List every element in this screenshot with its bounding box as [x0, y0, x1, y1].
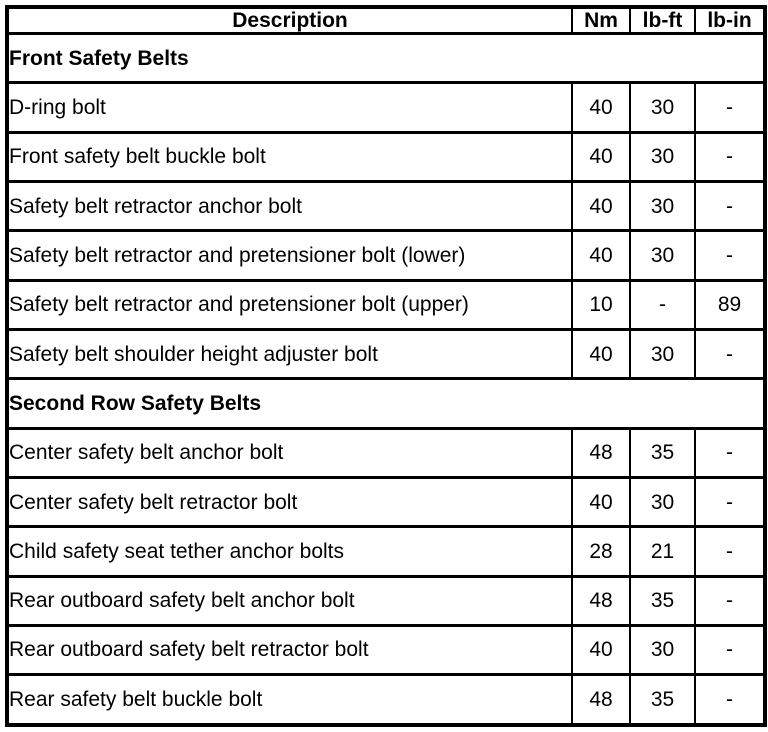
table-row: Safety belt retractor and pretensioner b…: [6, 229, 766, 282]
row-nm-value: 48: [571, 673, 631, 727]
row-lbft-value: 30: [629, 475, 696, 529]
row-description: Center safety belt anchor bolt: [6, 426, 573, 479]
row-nm-value: 28: [571, 525, 631, 578]
row-lbft-value: 30: [629, 327, 696, 381]
row-nm-value: 40: [571, 130, 631, 184]
column-header-nm: Nm: [571, 5, 631, 36]
row-nm-value: 40: [571, 475, 631, 529]
row-lbft-value: 30: [629, 81, 696, 134]
row-lbft-value: 30: [629, 229, 696, 282]
table-row: D-ring bolt 40 30 -: [6, 81, 766, 134]
table-row: Safety belt shoulder height adjuster bol…: [6, 327, 766, 381]
row-lbft-value: 30: [629, 180, 696, 233]
section-header-row: Front Safety Belts: [6, 32, 766, 85]
section-title: Second Row Safety Belts: [6, 377, 766, 430]
row-nm-value: 40: [571, 180, 631, 233]
column-header-lbin: lb-in: [694, 5, 766, 36]
row-lbft-value: 35: [629, 673, 696, 727]
table-row: Safety belt retractor and pretensioner b…: [6, 278, 766, 331]
column-header-lbft: lb-ft: [629, 5, 696, 36]
row-description: Rear outboard safety belt retractor bolt: [6, 623, 573, 677]
table-row: Rear safety belt buckle bolt 48 35 -: [6, 673, 766, 727]
row-description: Safety belt retractor and pretensioner b…: [6, 278, 573, 331]
row-description: Safety belt retractor and pretensioner b…: [6, 229, 573, 282]
table-row: Front safety belt buckle bolt 40 30 -: [6, 130, 766, 184]
row-lbin-value: -: [694, 525, 766, 578]
row-lbin-value: -: [694, 475, 766, 529]
torque-spec-table: Description Nm lb-ft lb-in Front Safety …: [5, 5, 767, 727]
row-lbin-value: -: [694, 426, 766, 479]
table-row: Rear outboard safety belt anchor bolt 48…: [6, 574, 766, 627]
table-row: Child safety seat tether anchor bolts 28…: [6, 525, 766, 578]
row-lbft-value: 30: [629, 130, 696, 184]
row-description: Rear safety belt buckle bolt: [6, 673, 573, 727]
row-lbft-value: 35: [629, 574, 696, 627]
section-header-row: Second Row Safety Belts: [6, 377, 766, 430]
row-lbin-value: -: [694, 574, 766, 627]
section-title: Front Safety Belts: [6, 32, 766, 85]
row-lbin-value: -: [694, 229, 766, 282]
row-lbin-value: -: [694, 623, 766, 677]
column-header-description: Description: [6, 5, 573, 36]
row-lbin-value: 89: [694, 278, 766, 331]
row-nm-value: 40: [571, 81, 631, 134]
header-row: Description Nm lb-ft lb-in: [6, 5, 766, 36]
row-description: D-ring bolt: [6, 81, 573, 134]
row-description: Rear outboard safety belt anchor bolt: [6, 574, 573, 627]
row-lbin-value: -: [694, 180, 766, 233]
row-lbin-value: -: [694, 327, 766, 381]
row-lbft-value: 21: [629, 525, 696, 578]
row-description: Safety belt shoulder height adjuster bol…: [6, 327, 573, 381]
row-nm-value: 40: [571, 623, 631, 677]
row-lbft-value: -: [629, 278, 696, 331]
row-description: Child safety seat tether anchor bolts: [6, 525, 573, 578]
row-lbin-value: -: [694, 81, 766, 134]
table-row: Safety belt retractor anchor bolt 40 30 …: [6, 180, 766, 233]
row-nm-value: 10: [571, 278, 631, 331]
row-nm-value: 40: [571, 327, 631, 381]
row-description: Safety belt retractor anchor bolt: [6, 180, 573, 233]
row-description: Front safety belt buckle bolt: [6, 130, 573, 184]
table-row: Center safety belt retractor bolt 40 30 …: [6, 475, 766, 529]
row-description: Center safety belt retractor bolt: [6, 475, 573, 529]
row-nm-value: 40: [571, 229, 631, 282]
row-lbin-value: -: [694, 130, 766, 184]
row-lbft-value: 35: [629, 426, 696, 479]
row-lbin-value: -: [694, 673, 766, 727]
row-lbft-value: 30: [629, 623, 696, 677]
table-row: Center safety belt anchor bolt 48 35 -: [6, 426, 766, 479]
row-nm-value: 48: [571, 426, 631, 479]
row-nm-value: 48: [571, 574, 631, 627]
table-row: Rear outboard safety belt retractor bolt…: [6, 623, 766, 677]
